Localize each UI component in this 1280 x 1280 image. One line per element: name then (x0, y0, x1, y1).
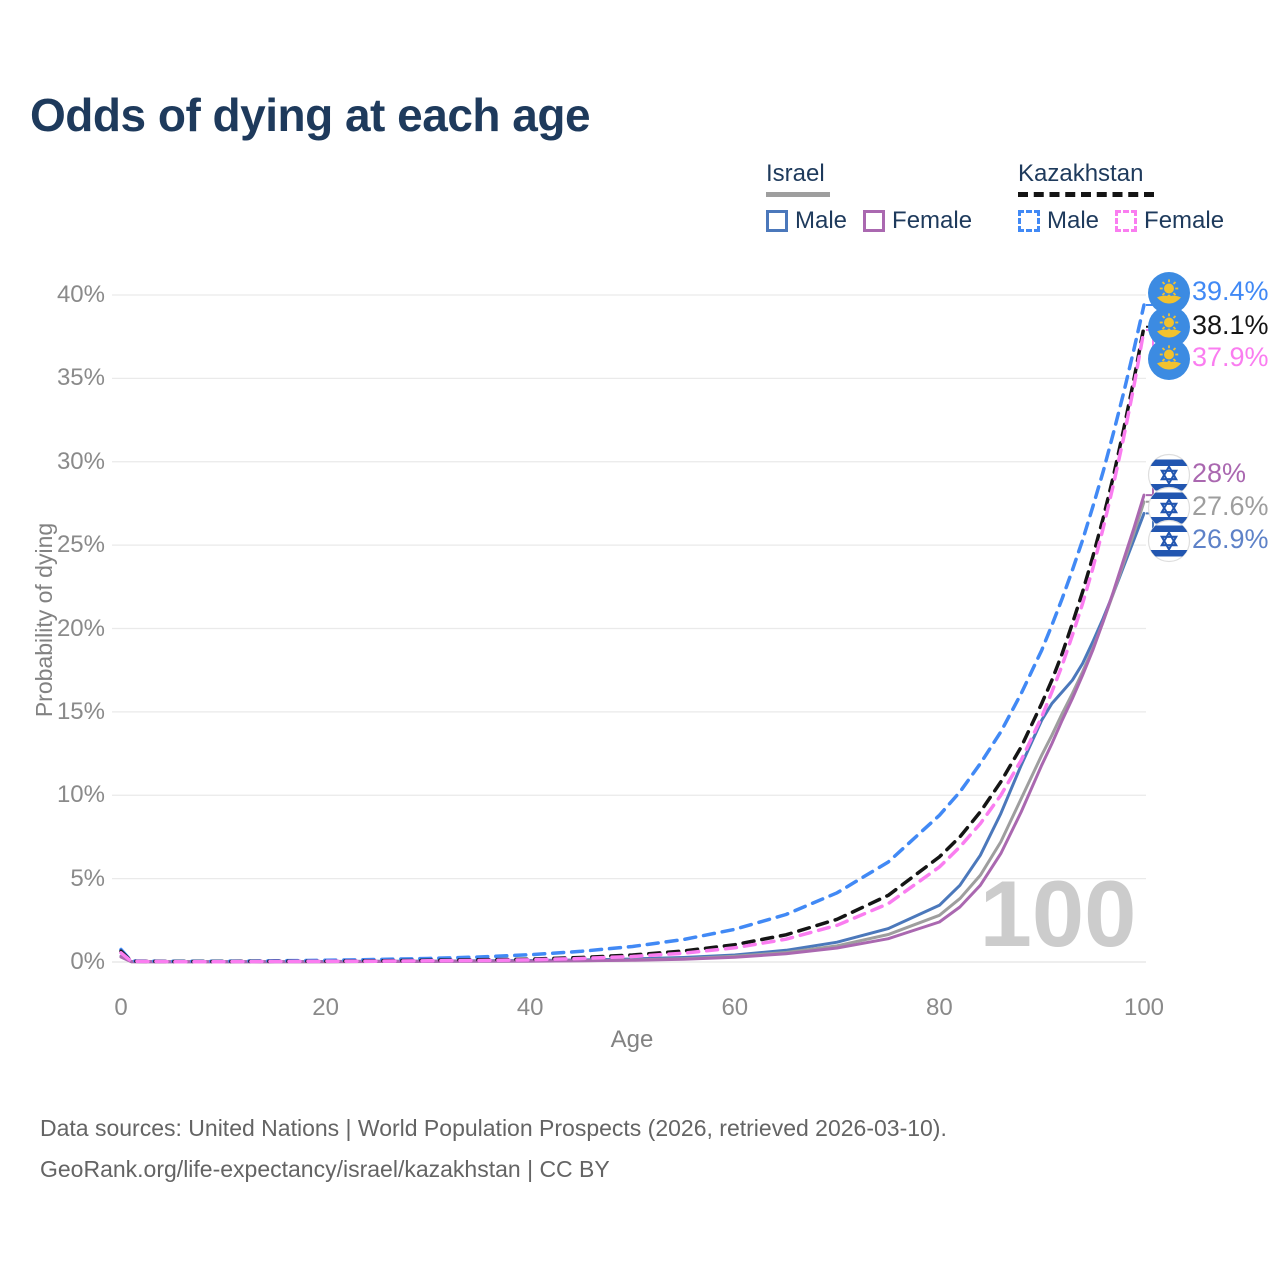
end-value-kazakhstan-male: 39.4% (1192, 276, 1269, 306)
legend-kazakhstan-label: Kazakhstan (1018, 160, 1144, 187)
y-tick-label: 20% (56, 614, 105, 642)
series-line-kazakhstan-male (119, 303, 1146, 964)
israel-line-swatch (766, 192, 830, 197)
x-tick-label: 40 (516, 994, 544, 1021)
legend-israel-female[interactable]: Female (863, 207, 972, 235)
israel-female-swatch (863, 210, 886, 232)
y-tick-label: 30% (56, 447, 105, 475)
israel-flag-icon (1148, 521, 1190, 562)
legend-israel-male-label: Male (795, 207, 848, 234)
x-tick-label: 0 (114, 994, 128, 1021)
kazakhstan-flag-icon (1147, 337, 1191, 381)
legend-kazakhstan-male[interactable]: Male (1018, 207, 1099, 235)
y-tick-label: 15% (56, 697, 105, 725)
kazakhstan-line-swatch (1018, 192, 1154, 197)
footer-sources-line: Data sources: United Nations | World Pop… (40, 1115, 947, 1141)
legend-israel-male[interactable]: Male (766, 207, 847, 235)
age-counter-watermark: 100 (980, 861, 1137, 966)
x-axis-title: Age (610, 1026, 654, 1053)
series-line-israel-female (119, 493, 1146, 964)
page-title: Odds of dying at each age (30, 89, 591, 141)
end-value-kazakhstan: 38.1% (1192, 310, 1269, 340)
series-line-kazakhstan (119, 324, 1146, 964)
end-value-israel-female: 28% (1192, 458, 1247, 488)
flag-icons (1147, 271, 1191, 562)
footer-attribution-line: GeoRank.org/life-expectancy/israel/kazak… (40, 1156, 610, 1182)
series-lines (119, 303, 1146, 964)
end-value-kazakhstan-female: 37.9% (1192, 342, 1269, 372)
gridlines (112, 294, 1146, 963)
y-tick-label: 25% (56, 531, 105, 559)
x-tick-label: 80 (926, 994, 953, 1021)
legend-israel-header[interactable]: Israel (766, 160, 972, 197)
legend-israel-label: Israel (766, 160, 825, 187)
legend-group-israel: Israel Male Female (766, 160, 972, 235)
y-axis-title: Probability of dying (31, 522, 57, 718)
legend-kazakhstan-female-label: Female (1144, 207, 1225, 234)
legend-kazakhstan-female[interactable]: Female (1115, 207, 1224, 235)
legend-kazakhstan-header[interactable]: Kazakhstan (1018, 160, 1224, 197)
footer: Data sources: United Nations | World Pop… (40, 1108, 947, 1190)
y-tick-label: 35% (56, 364, 105, 392)
end-value-israel-male: 26.9% (1192, 524, 1269, 554)
end-value-israel: 27.6% (1192, 491, 1269, 521)
y-tick-label: 0% (70, 948, 105, 975)
israel-male-swatch (766, 210, 788, 232)
legend-kazakhstan-male-label: Male (1047, 207, 1100, 234)
kazakhstan-female-swatch (1115, 210, 1138, 232)
legend-israel-female-label: Female (892, 207, 973, 234)
kazakhstan-male-swatch (1018, 210, 1040, 232)
x-tick-label: 100 (1123, 994, 1165, 1021)
legend-group-kazakhstan: Kazakhstan Male Female (1018, 160, 1224, 235)
x-tick-label: 20 (312, 994, 339, 1021)
series-line-kazakhstan-female (119, 328, 1146, 964)
y-tick-label: 40% (56, 281, 105, 308)
x-tick-label: 60 (721, 994, 749, 1021)
y-tick-label: 10% (56, 781, 105, 809)
y-tick-label: 5% (70, 864, 105, 892)
